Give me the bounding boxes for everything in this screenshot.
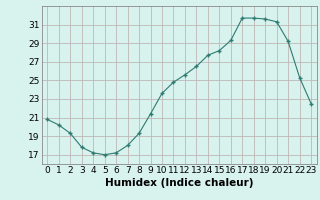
X-axis label: Humidex (Indice chaleur): Humidex (Indice chaleur) xyxy=(105,178,253,188)
